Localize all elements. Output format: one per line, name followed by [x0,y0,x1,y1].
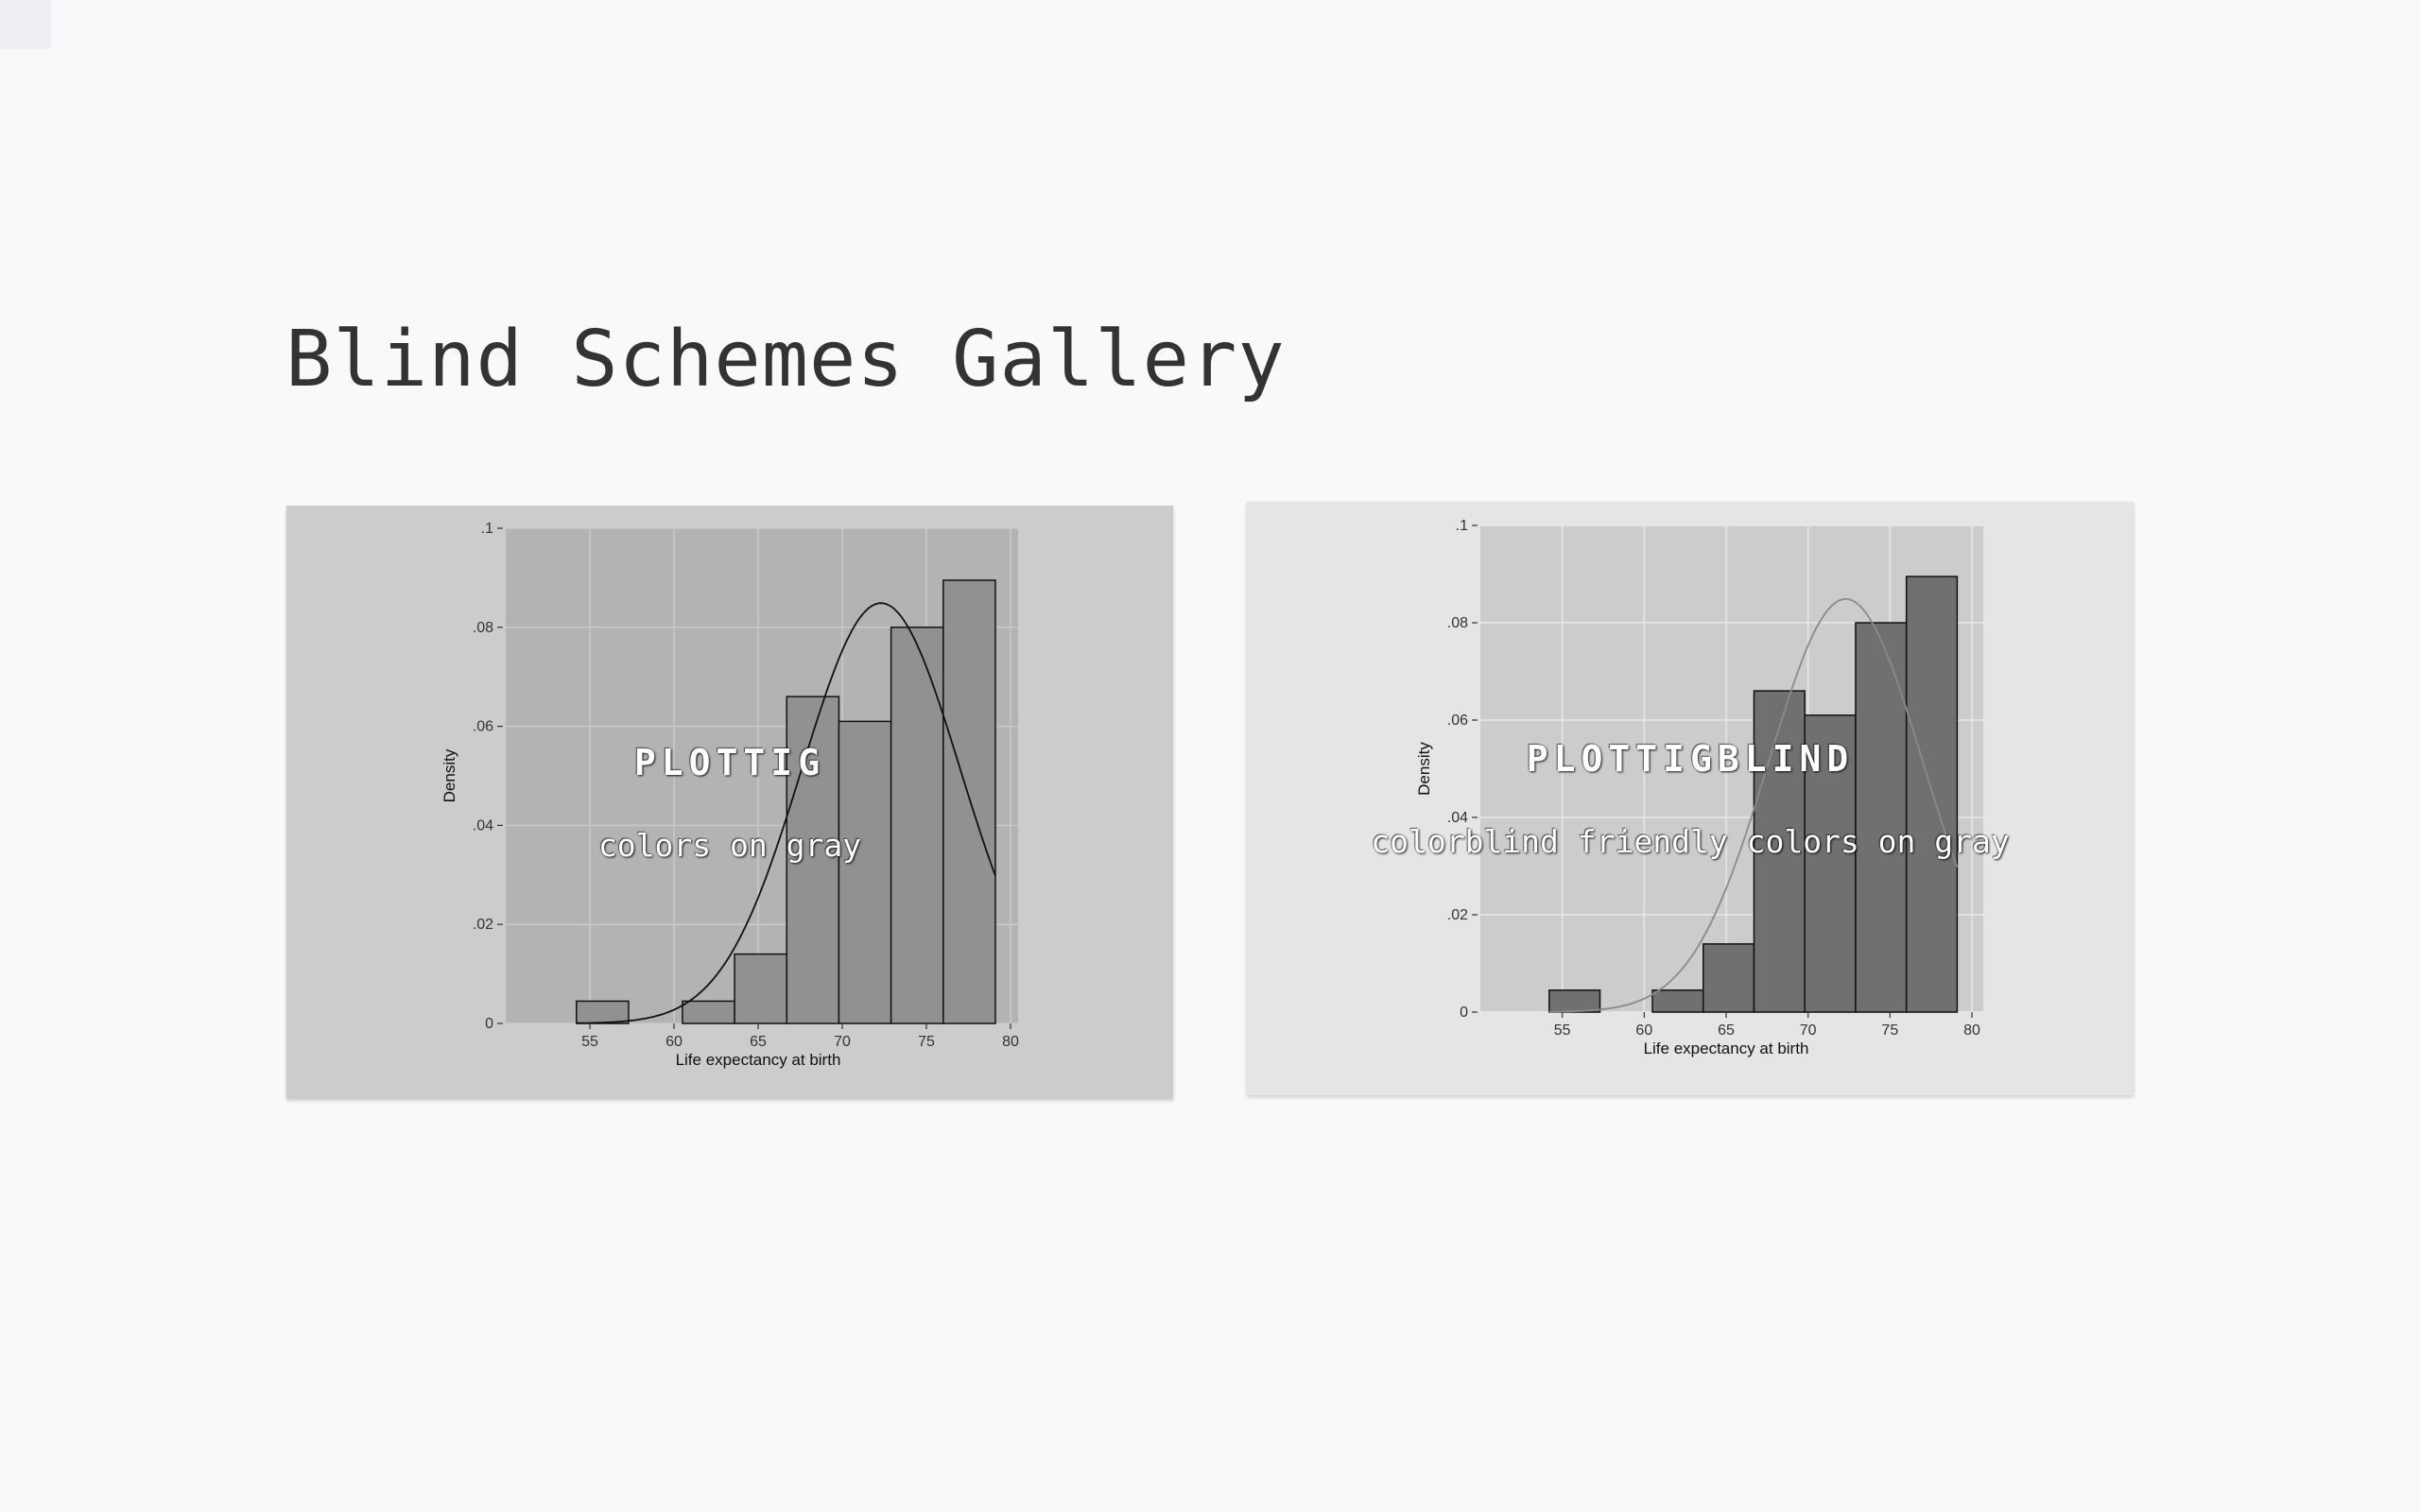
histogram-bar [682,1000,735,1024]
histogram-bar [1855,622,1908,1013]
y-tick-label: .04 [1447,810,1468,826]
y-tick-label: 0 [1460,1005,1468,1021]
y-tick-label: 0 [485,1016,493,1032]
histogram-bar [890,627,944,1024]
y-tick-label: .1 [1456,518,1468,534]
y-tick-label: .1 [481,521,493,537]
histogram-bar [786,696,840,1024]
corner-tab [0,0,51,49]
histogram-bar [734,953,788,1024]
x-tick-label: 60 [1635,1022,1652,1039]
x-tick-label: 70 [1800,1022,1817,1039]
histogram-bar [1753,690,1806,1013]
histogram-chart: 55 60 65 70 75 80 0 .02 .04 .06 .08 .1 Life expectan… [286,506,1173,1099]
gallery-card-plottig[interactable]: 55 60 65 70 75 80 0 .02 .04 .06 .08 .1 Life expectan… [286,506,1173,1099]
x-tick-label: 65 [750,1034,767,1050]
histogram-bar [576,1000,630,1024]
x-tick-label: 75 [1881,1022,1898,1039]
y-tick-label: .08 [473,620,493,636]
histogram-bar [1548,989,1601,1013]
y-tick-label: .06 [1447,713,1468,729]
histogram-bar [1905,576,1959,1013]
y-tick-label: .04 [473,817,493,833]
y-tick-label: .02 [473,917,493,933]
normal-density-curve [576,602,996,1024]
x-tick-label: 80 [1963,1022,1980,1039]
x-tick-label: 65 [1718,1022,1735,1039]
x-tick-label: 60 [666,1034,683,1050]
histogram-bar [1804,714,1857,1013]
page-title: Blind Schemes Gallery [285,315,1286,404]
y-axis-title: Density [1415,742,1433,796]
x-axis-title: Life expectancy at birth [1644,1040,1809,1057]
gallery-card-plottigblind[interactable]: 55 60 65 70 75 80 0 .02 .04 .06 .08 .1 Life expectan… [1247,502,2134,1095]
y-tick-label: .08 [1447,615,1468,631]
x-axis-title: Life expectancy at birth [676,1051,841,1069]
x-tick-label: 80 [1002,1034,1019,1050]
x-tick-label: 70 [834,1034,851,1050]
histogram-bar [1702,943,1755,1013]
histogram-bar [838,720,892,1024]
normal-density-curve [1548,598,1959,1013]
histogram-bar [942,579,996,1024]
y-axis-title: Density [441,748,458,802]
x-tick-label: 75 [918,1034,935,1050]
x-tick-label: 55 [581,1034,598,1050]
y-tick-label: .02 [1447,907,1468,923]
histogram-chart: 55 60 65 70 75 80 0 .02 .04 .06 .08 .1 Life expectan… [1247,502,2134,1095]
x-tick-label: 55 [1554,1022,1571,1039]
histogram-bar [1651,989,1704,1013]
y-tick-label: .06 [473,719,493,735]
